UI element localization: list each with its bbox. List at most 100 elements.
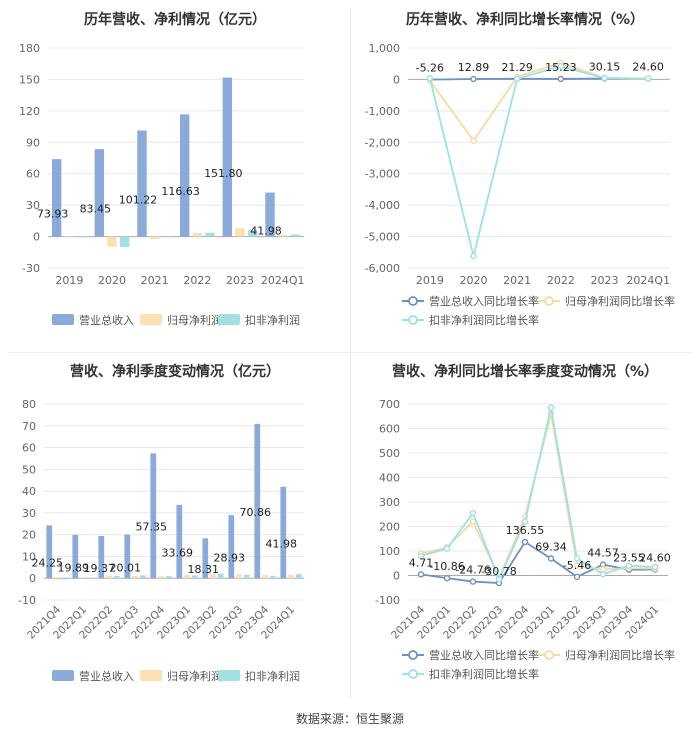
point-line_deducted [573, 555, 581, 562]
bar-revenue [254, 423, 261, 579]
vertical-divider [350, 8, 351, 698]
bar-revenue [51, 159, 62, 237]
y-tick-label: -3,000 [365, 168, 400, 181]
x-tick-label: 2021 [503, 274, 531, 287]
legend-label: 扣非净利润同比增长率 [429, 667, 539, 681]
bar-data-label: 33.69 [162, 546, 194, 559]
line-data-label: -10.86 [429, 560, 464, 573]
bar-deducted [139, 575, 146, 579]
annual-revenue-profit-chart: 历年营收、净利情况（亿元） -30 0 30 60 90 120 150 180 2019 2020… [19, 11, 304, 327]
bar-netprofit [184, 574, 190, 579]
point-line_netprofit [470, 137, 477, 144]
legend-label: 归母净利润同比增长率 [565, 294, 675, 308]
point-line_deducted [513, 75, 521, 83]
bar-deducted [77, 236, 87, 238]
line-data-label: 15.23 [545, 61, 577, 74]
legend-label: 扣非净利润 [245, 313, 300, 327]
line-data-label: -5.46 [563, 559, 591, 572]
horizontal-divider [8, 352, 692, 353]
y-tick-label: 150 [19, 73, 40, 86]
point-line_deducted [521, 518, 529, 525]
y-tick-label: -1,000 [365, 105, 400, 118]
y-tick-label: 0 [29, 572, 36, 585]
bar-data-label: 28.93 [214, 552, 246, 565]
y-tick-label: 60 [22, 442, 36, 455]
y-tick-label: 80 [22, 398, 36, 411]
quarterly-revenue-profit-chart: 营收、净利季度变动情况（亿元）-10010203040506070802021Q… [18, 363, 304, 683]
legend-marker-line_netprofit [544, 296, 554, 306]
line-data-label: 23.55 [613, 552, 645, 565]
point-line_deducted [547, 404, 555, 411]
line-line_deducted [420, 407, 656, 582]
line-line_netprofit [429, 61, 649, 143]
annual-growth-rate-chart: 历年营收、净利同比增长率情况（%） -6,000 -5,000 -4,000 -3,00… [365, 11, 675, 327]
chart-title: 营收、净利同比增长率季度变动情况（%） [392, 363, 658, 380]
bar-netprofit [210, 574, 216, 579]
bar-data-label: 57.35 [136, 521, 168, 534]
x-tick-label: 2024Q1 [626, 274, 670, 287]
y-tick-label: 0 [393, 73, 400, 86]
legend-label: 归母净利润同比增长率 [565, 648, 675, 662]
point-line_deducted [651, 563, 659, 571]
legend-swatch-deducted [218, 314, 240, 325]
y-tick-label: -4,000 [365, 199, 400, 212]
bar-revenue [265, 192, 275, 237]
line-line_revenue [420, 540, 656, 584]
bar-data-label: 83.45 [80, 203, 112, 216]
x-tick-label: 2019 [416, 274, 444, 287]
y-tick-label: -100 [375, 594, 400, 607]
legend-label: 营业总收入同比增长率 [429, 648, 539, 662]
point-line_deducted [557, 63, 565, 70]
y-tick-label: 1,000 [369, 42, 401, 55]
x-tick-label: 2022 [183, 274, 211, 287]
point-line_deducted [470, 252, 477, 260]
bar-data-label: 41.98 [266, 537, 298, 550]
y-tick-label: 40 [22, 485, 36, 498]
chart-title: 历年营收、净利同比增长率情况（%） [406, 11, 644, 28]
y-tick-label: 300 [379, 496, 400, 509]
point-line_revenue [547, 555, 555, 562]
bar-netprofit [106, 575, 112, 579]
line-data-label: 4.71 [409, 556, 434, 569]
bar-netprofit [192, 233, 203, 237]
annual-line-panel: 历年营收、净利同比增长率情况（%） -6,000 -5,000 -4,000 -3,00… [350, 0, 700, 352]
bar-revenue [228, 515, 235, 579]
legend-label: 归母净利润 [167, 313, 222, 327]
point-line_revenue [469, 578, 477, 585]
x-tick-label: 2023 [591, 274, 619, 287]
point-line_revenue [573, 573, 581, 581]
bar-deducted [295, 574, 302, 579]
x-tick-label: 2019 [55, 274, 83, 287]
y-tick-label: 50 [22, 463, 36, 476]
bar-data-label: 73.93 [37, 208, 69, 221]
bar-deducted [119, 236, 130, 248]
legend-label: 归母净利润 [167, 669, 222, 683]
point-line_revenue [417, 571, 425, 578]
bar-data-label: 116.63 [161, 185, 200, 198]
chart-title: 营收、净利季度变动情况（亿元） [70, 363, 280, 380]
bar-revenue [124, 534, 131, 579]
y-tick-label: -6,000 [365, 262, 400, 275]
line-data-label: 24.60 [639, 551, 671, 564]
bar-netprofit [54, 578, 60, 580]
line-data-label: 44.57 [587, 547, 619, 560]
legend-label: 营业总收入 [79, 669, 134, 683]
point-line_revenue [557, 75, 565, 83]
legend-marker-line_revenue [408, 650, 418, 660]
bar-deducted [243, 574, 250, 579]
line-data-label: 136.55 [506, 524, 545, 537]
y-tick-label: 120 [19, 105, 40, 118]
legend-swatch-deducted [218, 670, 240, 681]
y-tick-label: 400 [379, 472, 400, 485]
bar-revenue [179, 114, 190, 237]
line-data-label: -24.76 [455, 564, 490, 577]
point-line_deducted [599, 571, 607, 578]
legend-label: 扣非净利润 [245, 669, 300, 683]
line-data-label: 69.34 [535, 541, 567, 554]
bar-deducted [247, 229, 258, 237]
bar-data-label: 70.86 [240, 506, 272, 519]
point-line_netprofit [573, 562, 581, 569]
legend-marker-line_revenue [408, 296, 418, 306]
bar-deducted [87, 577, 94, 579]
line-data-label: -30.78 [481, 565, 516, 578]
